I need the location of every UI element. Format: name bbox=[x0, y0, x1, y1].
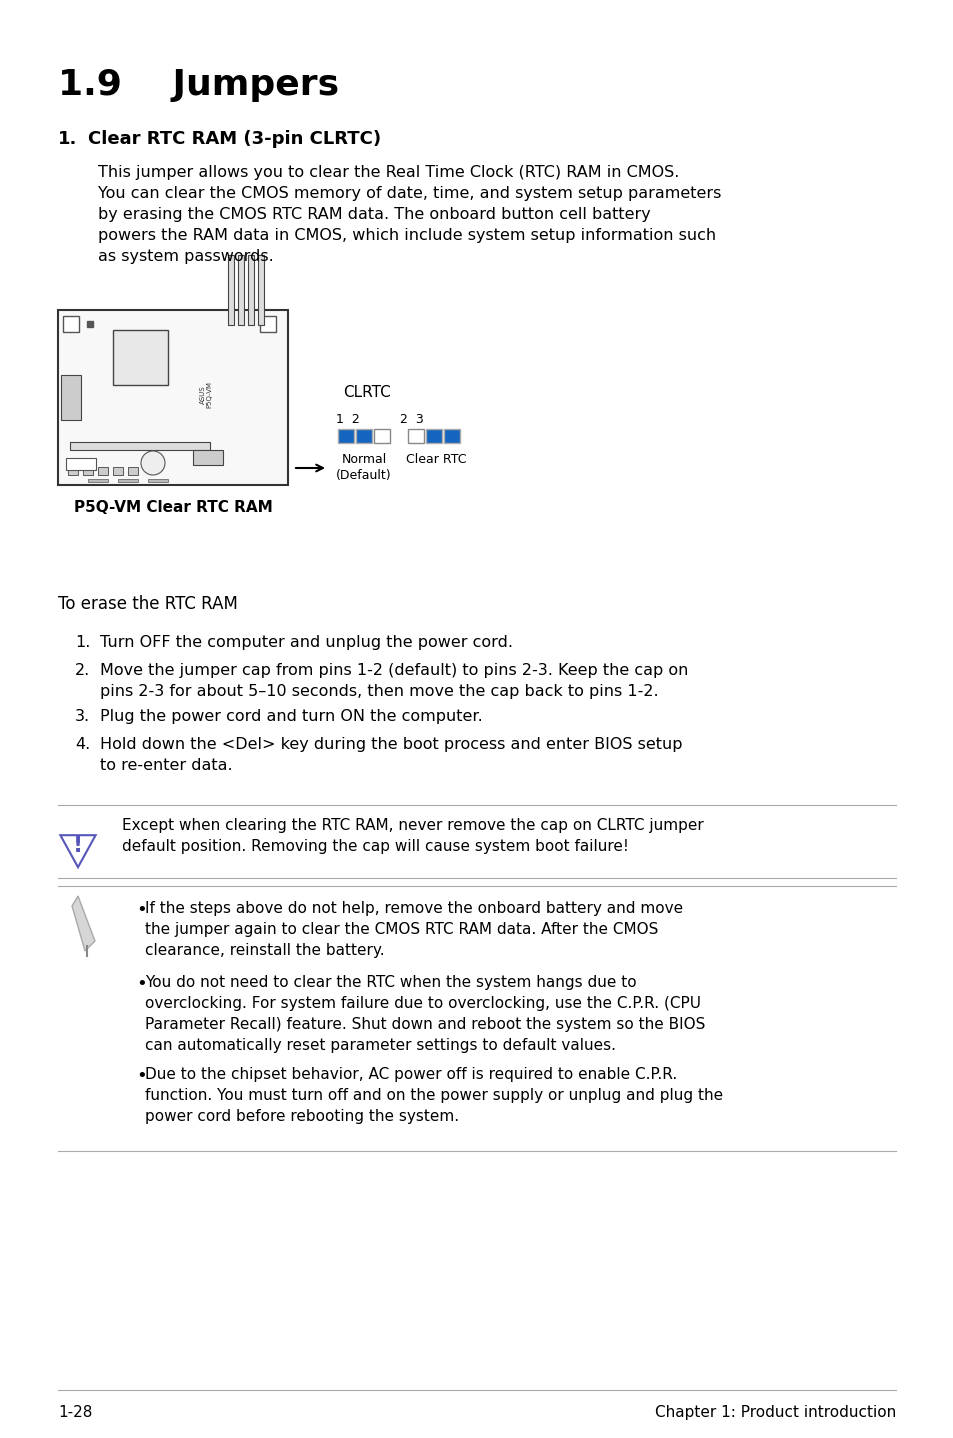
Bar bbox=[426, 429, 441, 443]
Text: To erase the RTC RAM: To erase the RTC RAM bbox=[58, 595, 237, 613]
Text: You do not need to clear the RTC when the system hangs due to
overclocking. For : You do not need to clear the RTC when th… bbox=[145, 975, 704, 1053]
Bar bbox=[337, 429, 354, 443]
Bar bbox=[257, 255, 264, 325]
Bar bbox=[98, 467, 108, 475]
Text: 1.9    Jumpers: 1.9 Jumpers bbox=[58, 68, 338, 102]
Text: 2.: 2. bbox=[75, 663, 91, 677]
Bar bbox=[443, 429, 459, 443]
Text: 1-28: 1-28 bbox=[58, 1405, 92, 1419]
Bar bbox=[70, 441, 210, 450]
Text: If the steps above do not help, remove the onboard battery and move
the jumper a: If the steps above do not help, remove t… bbox=[145, 902, 682, 958]
Text: Except when clearing the RTC RAM, never remove the cap on CLRTC jumper
default p: Except when clearing the RTC RAM, never … bbox=[122, 818, 703, 854]
Polygon shape bbox=[60, 835, 95, 867]
Bar bbox=[193, 450, 223, 464]
Text: !: ! bbox=[72, 835, 83, 856]
Bar bbox=[374, 429, 390, 443]
Bar bbox=[260, 316, 275, 332]
Bar bbox=[68, 467, 78, 475]
Bar bbox=[61, 375, 81, 420]
Text: •: • bbox=[136, 1067, 147, 1086]
Circle shape bbox=[141, 452, 165, 475]
Bar bbox=[58, 311, 288, 485]
Text: •: • bbox=[136, 975, 147, 994]
Text: 3.: 3. bbox=[75, 709, 90, 723]
Text: This jumper allows you to clear the Real Time Clock (RTC) RAM in CMOS.
You can c: This jumper allows you to clear the Real… bbox=[98, 165, 720, 265]
Text: Move the jumper cap from pins 1-2 (default) to pins 2-3. Keep the cap on
pins 2-: Move the jumper cap from pins 1-2 (defau… bbox=[100, 663, 688, 699]
Text: 1  2: 1 2 bbox=[335, 413, 359, 426]
Text: Clear RTC RAM (3-pin CLRTC): Clear RTC RAM (3-pin CLRTC) bbox=[88, 129, 381, 148]
FancyArrowPatch shape bbox=[295, 464, 322, 472]
Bar bbox=[355, 429, 372, 443]
Text: ASUS
P5Q-VM: ASUS P5Q-VM bbox=[199, 381, 213, 408]
Bar bbox=[228, 255, 233, 325]
Bar bbox=[408, 429, 423, 443]
Bar bbox=[237, 255, 244, 325]
Bar bbox=[83, 467, 92, 475]
Bar bbox=[112, 329, 168, 385]
Polygon shape bbox=[71, 896, 95, 951]
Bar bbox=[248, 255, 253, 325]
Text: Plug the power cord and turn ON the computer.: Plug the power cord and turn ON the comp… bbox=[100, 709, 482, 723]
Text: Chapter 1: Product introduction: Chapter 1: Product introduction bbox=[654, 1405, 895, 1419]
Text: Turn OFF the computer and unplug the power cord.: Turn OFF the computer and unplug the pow… bbox=[100, 636, 513, 650]
Text: Normal
(Default): Normal (Default) bbox=[335, 453, 392, 482]
Bar bbox=[148, 479, 168, 482]
Text: P5Q-VM Clear RTC RAM: P5Q-VM Clear RTC RAM bbox=[73, 500, 273, 515]
Bar bbox=[63, 316, 79, 332]
Text: Due to the chipset behavior, AC power off is required to enable C.P.R.
function.: Due to the chipset behavior, AC power of… bbox=[145, 1067, 722, 1125]
Bar bbox=[337, 429, 372, 443]
Text: Hold down the <Del> key during the boot process and enter BIOS setup
to re-enter: Hold down the <Del> key during the boot … bbox=[100, 738, 681, 774]
Bar bbox=[112, 467, 123, 475]
Text: CLRTC: CLRTC bbox=[343, 385, 391, 400]
Text: •: • bbox=[136, 902, 147, 919]
Bar bbox=[88, 479, 108, 482]
Bar bbox=[118, 479, 138, 482]
Text: 4.: 4. bbox=[75, 738, 91, 752]
Bar bbox=[66, 457, 96, 470]
Text: Clear RTC: Clear RTC bbox=[405, 453, 466, 466]
Text: 1.: 1. bbox=[75, 636, 91, 650]
Bar bbox=[128, 467, 138, 475]
Text: 1.: 1. bbox=[58, 129, 77, 148]
Bar bbox=[426, 429, 459, 443]
Text: 2  3: 2 3 bbox=[399, 413, 423, 426]
